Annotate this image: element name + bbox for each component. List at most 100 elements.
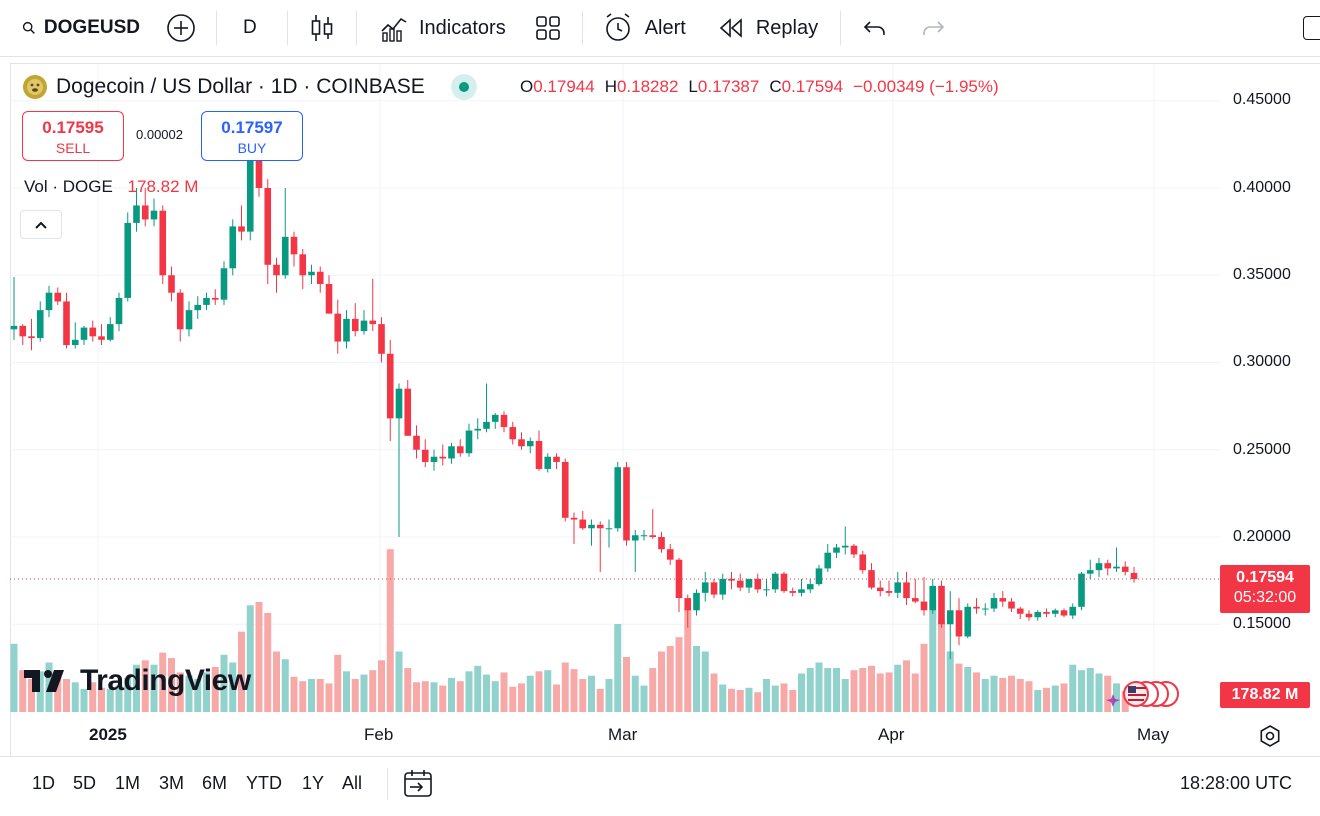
redo-button[interactable] xyxy=(921,0,945,56)
price-axis-label: 0.40000 xyxy=(1233,179,1291,196)
buy-button[interactable]: 0.17597 BUY xyxy=(201,111,303,161)
candle-body xyxy=(465,430,473,454)
range-3m-button[interactable]: 3M xyxy=(159,773,185,793)
chart-type-button[interactable] xyxy=(310,0,334,56)
volume-bar xyxy=(150,664,158,712)
volume-bar xyxy=(824,668,832,712)
candle-body xyxy=(483,421,490,429)
economic-events-badge[interactable] xyxy=(1104,678,1182,712)
symbol-search[interactable]: DOGEUSD xyxy=(22,0,140,56)
replay-button[interactable]: Replay xyxy=(718,0,818,56)
symbol-title: Dogecoin / US Dollar · 1D · COINBASE xyxy=(56,75,425,98)
candle-body xyxy=(1043,612,1050,614)
volume-bar xyxy=(1113,683,1120,712)
price-axis-label: 0.15000 xyxy=(1233,615,1291,632)
candle-body xyxy=(938,585,945,625)
range-all-button[interactable]: All xyxy=(342,773,363,793)
range-5d-button[interactable]: 5D xyxy=(73,773,97,793)
candle-body xyxy=(614,467,622,529)
symbol-legend[interactable]: Dogecoin / US Dollar · 1D · COINBASE xyxy=(22,74,477,100)
volume-bar xyxy=(833,668,840,712)
volume-bar xyxy=(500,672,508,712)
volume-bar xyxy=(1008,675,1015,712)
collapse-legend-button[interactable] xyxy=(20,210,62,239)
volume-bar xyxy=(885,672,893,712)
range-1y-button[interactable]: 1Y xyxy=(302,773,325,793)
candle-body xyxy=(684,598,692,611)
low-value-group: L0.17387 xyxy=(688,77,759,97)
fullscreen-button[interactable] xyxy=(1303,0,1320,56)
candle-body xyxy=(929,585,937,611)
volume-bar xyxy=(369,670,377,712)
alarm-clock-icon xyxy=(605,13,630,41)
candle-body xyxy=(666,549,674,560)
volume-bar xyxy=(553,684,560,712)
candle-body xyxy=(981,608,989,610)
candle-body xyxy=(133,205,140,223)
undo-button[interactable] xyxy=(863,0,887,56)
current-volume-tag: 178.82 M xyxy=(1220,682,1310,708)
candle-body xyxy=(150,210,158,220)
price-axis-label: 0.20000 xyxy=(1233,528,1291,545)
open-value: 0.17944 xyxy=(533,77,595,96)
range-1d-button[interactable]: 1D xyxy=(32,773,56,793)
gear-icon xyxy=(1260,725,1280,747)
alert-button[interactable]: Alert xyxy=(603,0,686,56)
interval-button[interactable]: D xyxy=(243,0,283,56)
volume-bar xyxy=(1043,687,1050,712)
volume-bar xyxy=(159,652,167,712)
candle-body xyxy=(1069,606,1077,616)
volume-bar xyxy=(1078,670,1085,712)
candle-body xyxy=(850,545,858,555)
volume-bar xyxy=(1034,690,1042,712)
candle-body xyxy=(553,456,560,462)
utc-clock[interactable]: 18:28:00 UTC xyxy=(1180,773,1293,793)
range-ytd-button[interactable]: YTD xyxy=(246,773,282,793)
volume-bar xyxy=(413,682,420,712)
candle-body xyxy=(80,327,88,340)
candle-body xyxy=(631,535,639,541)
volume-bar xyxy=(448,677,455,712)
candle-body xyxy=(824,552,832,569)
volume-bar xyxy=(1051,685,1059,712)
volume-bar xyxy=(876,673,884,712)
candle-body xyxy=(763,589,770,591)
sell-button[interactable]: 0.17595 SELL xyxy=(22,111,124,161)
range-6m-button[interactable]: 6M xyxy=(202,773,228,793)
candle-body xyxy=(973,606,980,609)
volume-bar xyxy=(176,672,184,712)
candle-body xyxy=(421,449,429,462)
layouts-button[interactable] xyxy=(534,0,562,56)
volume-bar xyxy=(404,668,412,712)
volume-bar xyxy=(806,668,814,712)
volume-legend[interactable]: Vol · DOGE 178.82 M xyxy=(24,177,198,197)
volume-bar xyxy=(955,663,963,712)
indicators-icon xyxy=(381,17,407,42)
volume-bar xyxy=(894,664,902,712)
volume-bar xyxy=(561,662,569,712)
candle-body xyxy=(264,188,272,265)
alert-label: Alert xyxy=(644,16,686,39)
chart-panel[interactable] xyxy=(10,63,1320,756)
volume-bar xyxy=(10,643,18,712)
volume-bar xyxy=(474,665,482,712)
candle-body xyxy=(570,517,578,520)
chart-settings-button[interactable] xyxy=(1258,724,1282,753)
candle-body xyxy=(203,297,210,305)
volume-bar xyxy=(71,682,79,712)
range-1m-button[interactable]: 1M xyxy=(115,773,141,793)
tradingview-watermark[interactable]: TradingView xyxy=(24,664,251,698)
indicators-button[interactable]: Indicators xyxy=(379,0,506,56)
price-axis-label: 0.30000 xyxy=(1233,353,1291,370)
volume-bar xyxy=(570,669,578,712)
volume-bar xyxy=(666,646,674,712)
candle-body xyxy=(719,578,727,595)
go-to-date-button[interactable] xyxy=(402,768,434,805)
chevron-up-icon xyxy=(35,221,47,229)
dogecoin-logo-icon xyxy=(23,75,47,99)
candle-body xyxy=(780,573,788,592)
compare-symbol-button[interactable] xyxy=(166,0,196,56)
volume-bar xyxy=(675,637,683,712)
high-value-group: H0.18282 xyxy=(605,77,679,97)
